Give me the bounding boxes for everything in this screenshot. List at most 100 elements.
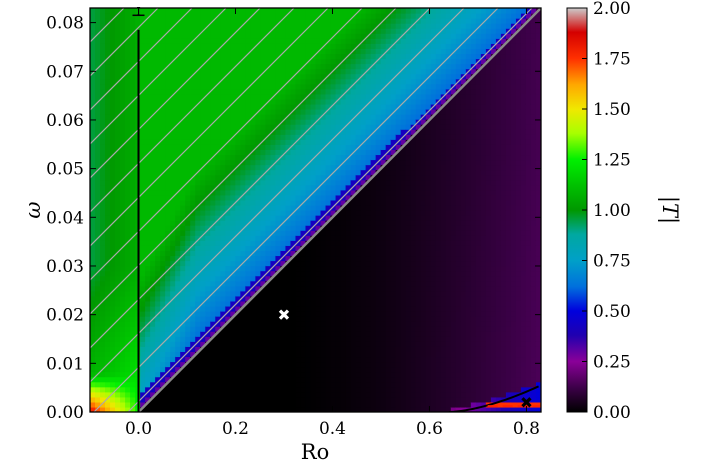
heatmap-cell [355,88,362,95]
heatmap-cell [165,83,171,90]
heatmap-cell [165,265,171,272]
heatmap-cell [340,68,347,75]
heatmap-cell [175,164,181,171]
heatmap-cell [240,366,246,373]
heatmap-cell [370,98,377,105]
heatmap-cell [185,326,191,332]
heatmap-cell [370,326,377,332]
heatmap-cell [350,401,357,408]
heatmap-cell [355,109,362,115]
heatmap-cell [205,33,211,39]
heatmap-cell [225,199,231,206]
heatmap-cell [375,270,382,277]
heatmap-cell [290,215,297,221]
heatmap-cell [360,316,367,322]
heatmap-cell [340,220,347,226]
heatmap-cell [245,225,251,231]
heatmap-cell [320,300,327,307]
heatmap-cell [345,406,352,412]
heatmap-cell [180,275,186,282]
heatmap-cell [95,164,101,171]
heatmap-cell [125,406,131,412]
heatmap-cell [375,215,382,221]
heatmap-cell [230,401,236,408]
heatmap-cell [210,391,216,398]
heatmap-cell [325,280,332,287]
heatmap-cell [350,103,357,110]
heatmap-cell [310,124,317,130]
heatmap-cell [370,401,377,408]
heatmap-cell [155,184,161,191]
heatmap [90,8,541,412]
heatmap-cell [370,134,377,140]
heatmap-cell [155,48,161,55]
heatmap-cell [250,215,256,221]
heatmap-cell [120,8,126,14]
heatmap-cell [400,230,407,236]
heatmap-cell [200,68,206,75]
heatmap-cell [120,275,126,282]
heatmap-cell [310,73,317,80]
heatmap-cell [340,260,347,267]
heatmap-cell [180,93,186,100]
heatmap-cell [175,124,181,130]
heatmap-cell [180,68,186,75]
heatmap-cell [290,88,297,95]
heatmap-cell [185,351,191,358]
heatmap-cell [200,336,206,342]
heatmap-cell [125,311,131,317]
heatmap-cell [190,336,196,342]
heatmap-cell [200,114,206,120]
heatmap-cell [125,58,131,65]
heatmap-cell [190,255,196,262]
heatmap-cell [100,250,106,257]
heatmap-cell [130,194,136,201]
heatmap-cell [365,48,372,55]
heatmap-cell [280,215,287,221]
heatmap-cell [160,250,166,257]
heatmap-cell [395,361,402,368]
heatmap-cell [115,285,121,292]
heatmap-cell [385,93,392,100]
heatmap-cell [165,275,171,282]
heatmap-cell [255,68,261,75]
heatmap-cell [230,194,236,201]
heatmap-cell [320,144,327,150]
heatmap-cell [375,93,382,100]
heatmap-cell [325,351,332,358]
heatmap-cell [275,371,282,378]
heatmap-cell [170,33,176,39]
heatmap-cell [175,38,181,44]
heatmap-cell [145,53,151,60]
heatmap-cell [380,8,387,14]
heatmap-cell [90,83,96,90]
heatmap-cell [335,300,342,307]
heatmap-cell [375,129,382,135]
heatmap-cell [130,300,136,307]
heatmap-cell [210,169,216,176]
heatmap-cell [230,396,236,403]
heatmap-cell [320,38,327,44]
heatmap-cell [285,129,292,135]
heatmap-cell [170,169,176,176]
heatmap-cell [205,109,211,115]
heatmap-cell [325,194,332,201]
heatmap-cell [200,88,206,95]
heatmap-cell [340,290,347,297]
heatmap-cell [265,225,271,231]
heatmap-cell [195,184,201,191]
heatmap-cell [315,255,322,262]
heatmap-cell [160,245,166,251]
heatmap-cell [225,321,231,327]
heatmap-cell [320,184,327,191]
heatmap-cell [195,366,201,373]
heatmap-cell [245,351,251,358]
heatmap-cell [125,225,131,231]
heatmap-cell [265,401,271,408]
heatmap-cell [225,194,231,201]
heatmap-cell [300,48,307,55]
heatmap-cell [125,290,131,297]
heatmap-cell [190,78,196,85]
heatmap-cell [105,134,111,140]
heatmap-cell [275,199,282,206]
